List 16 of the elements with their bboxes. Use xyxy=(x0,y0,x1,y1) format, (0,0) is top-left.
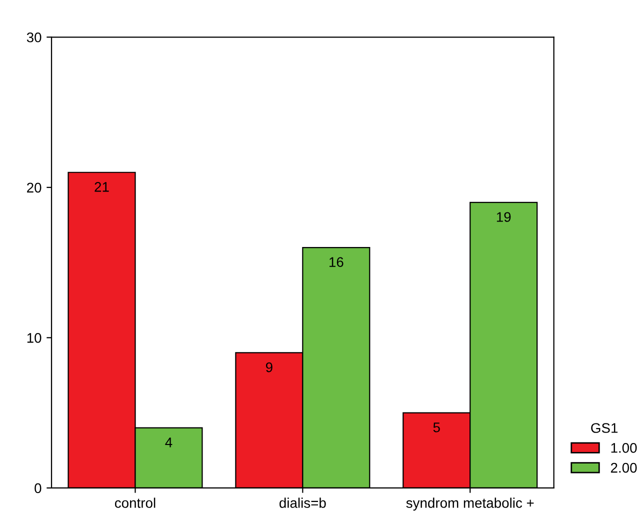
y-tick-label: 10 xyxy=(27,333,42,343)
y-tick-label: 0 xyxy=(34,483,42,494)
data-label: 4 xyxy=(165,438,172,448)
data-label: 21 xyxy=(94,182,109,192)
data-label: 16 xyxy=(330,257,344,267)
y-tick-label: 30 xyxy=(26,32,42,42)
legend-label: 1.00 xyxy=(611,442,637,453)
x-tick-label: control xyxy=(114,498,156,508)
y-tick-label: 20 xyxy=(27,182,42,193)
legend-title: GS1 xyxy=(591,423,618,433)
x-tick-label: syndrom metabolic + xyxy=(406,498,534,511)
x-tick-label: dialis=b xyxy=(280,498,326,508)
legend-label: 2.00 xyxy=(610,462,637,473)
data-label: 9 xyxy=(266,362,272,372)
data-label: 5 xyxy=(433,422,440,432)
data-label: 19 xyxy=(496,212,511,222)
